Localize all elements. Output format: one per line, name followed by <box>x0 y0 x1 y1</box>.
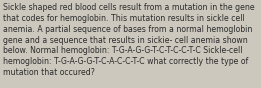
Text: Sickle shaped red blood cells result from a mutation in the gene
that codes for : Sickle shaped red blood cells result fro… <box>3 3 255 77</box>
